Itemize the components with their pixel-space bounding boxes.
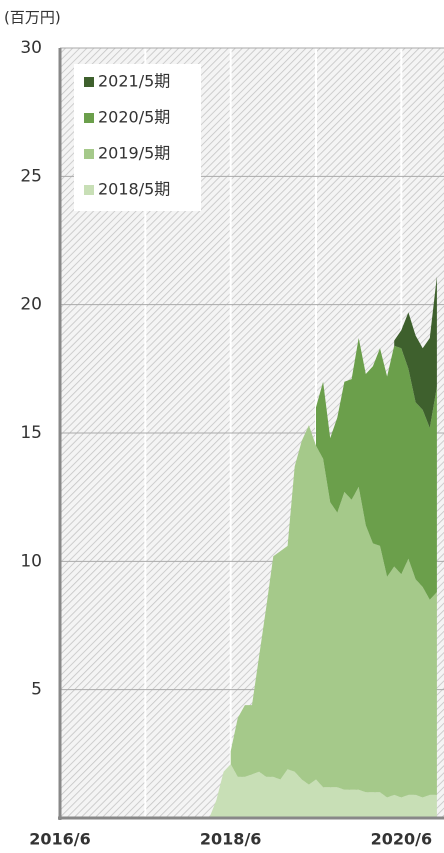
x-tick-label: 2018/6 (200, 830, 262, 849)
y-tick-label: 20 (20, 295, 42, 315)
y-tick-label: 15 (20, 423, 42, 443)
legend-swatch (84, 113, 94, 123)
legend-swatch (84, 77, 94, 87)
legend-swatch (84, 185, 94, 195)
legend-label: 2021/5期 (98, 72, 170, 91)
area (316, 338, 437, 600)
area (394, 276, 437, 428)
legend-label: 2019/5期 (98, 144, 170, 163)
area (230, 425, 437, 798)
y-tick-label: 5 (31, 680, 42, 700)
y-tick-label: 25 (20, 166, 42, 186)
y-tick-label: 30 (20, 38, 42, 58)
x-tick-label: 2020/6 (371, 830, 433, 849)
area (209, 764, 437, 818)
legend-box (74, 64, 201, 211)
legend-label: 2018/5期 (98, 180, 170, 199)
y-axis-label: (百万円) (4, 9, 61, 27)
legend-swatch (84, 149, 94, 159)
x-tick-label: 2016/6 (29, 830, 91, 849)
legend-label: 2020/5期 (98, 108, 170, 127)
y-tick-label: 10 (20, 551, 42, 571)
